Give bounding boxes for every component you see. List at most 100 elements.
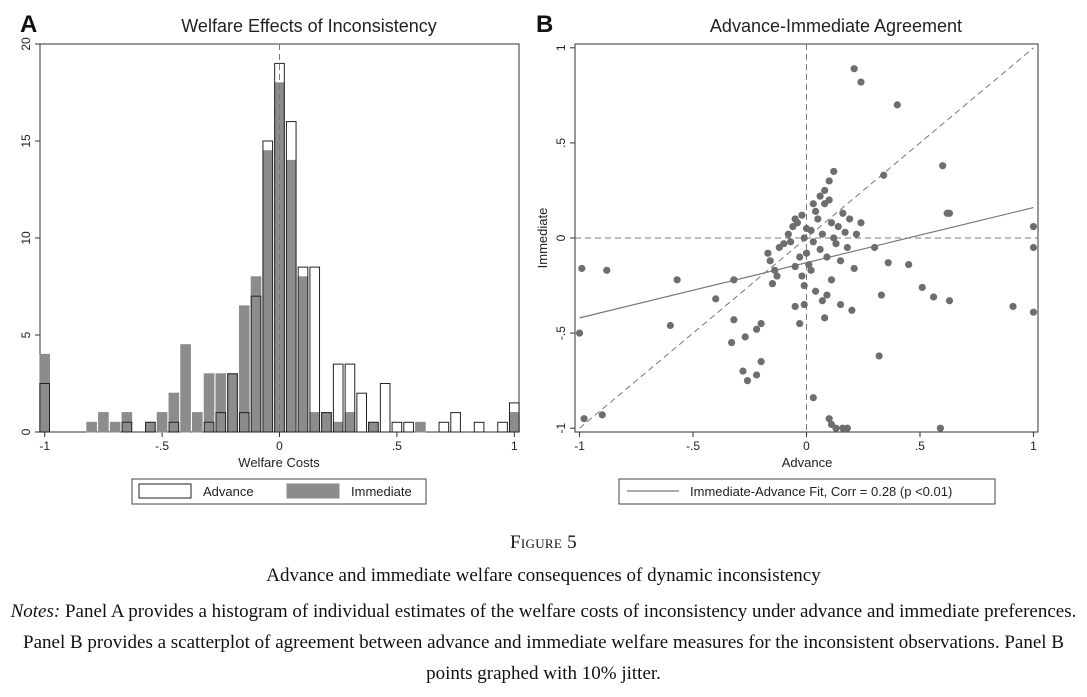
scatter-point [939, 162, 947, 170]
advance-bar [438, 421, 450, 433]
advance-bar [403, 421, 414, 433]
scatter-point [771, 266, 779, 274]
panel-a-xtick-label: -1 [39, 439, 50, 453]
immediate-bar [344, 412, 356, 433]
scatter-point [918, 283, 926, 292]
scatter-point [830, 234, 838, 242]
scatter-point [823, 291, 831, 299]
advance-bar [227, 373, 238, 433]
advance-bar [262, 140, 274, 433]
scatter-point [818, 230, 826, 238]
scatter-point [818, 297, 826, 305]
scatter-point [730, 316, 738, 324]
scatter-point [943, 209, 951, 217]
scatter-point [880, 171, 888, 179]
scatter-point [752, 325, 761, 333]
panel-a-xtick-label: .5 [392, 439, 402, 453]
scatter-point [825, 177, 833, 185]
scatter-point [811, 287, 820, 295]
advance-bar [203, 421, 215, 433]
immediate-bar [86, 421, 97, 433]
scatter-point [843, 243, 851, 252]
panel-b-xtick-label: 0 [803, 439, 810, 453]
scatter-point [728, 339, 736, 347]
scatter-point [796, 253, 804, 261]
panel-a-ytick-label: 0 [19, 428, 33, 435]
immediate-bar [156, 412, 168, 433]
scatter-point [575, 329, 584, 337]
panel-b-legend: Immediate-Advance Fit, Corr = 0.28 (p <0… [618, 478, 996, 505]
immediate-bar [98, 412, 109, 433]
advance-bar [121, 421, 133, 433]
scatter-point [832, 424, 840, 432]
notes-prefix: Notes: [10, 601, 61, 622]
scatter-point [870, 243, 879, 252]
scatter-point [875, 352, 883, 360]
scatter-point [830, 167, 838, 176]
panel-b-ytick-label: 1 [554, 44, 568, 51]
figure-label: Figure 5 [510, 532, 577, 553]
panel-b-ytick-label: 0 [554, 234, 568, 241]
scatter-point [893, 101, 901, 109]
scatter-point [798, 272, 806, 280]
scatter-point [1029, 308, 1038, 316]
scatter-point [850, 65, 858, 73]
scatter-point [578, 264, 586, 273]
panel-b-ylabel: Immediate [535, 208, 550, 269]
scatter-point [1029, 243, 1038, 252]
advance-bar [344, 363, 356, 433]
scatter-point [836, 257, 845, 265]
immediate-bar [297, 276, 309, 433]
scatter-point [811, 207, 820, 215]
scatter-point [757, 358, 765, 366]
scatter-point [798, 211, 806, 219]
scatter-point [816, 192, 824, 200]
advance-bar [321, 412, 332, 433]
scatter-point [814, 215, 822, 223]
scatter-point [850, 264, 858, 273]
scatter-point [857, 219, 865, 227]
figure-notes: Notes: Panel A provides a histogram of i… [8, 596, 1079, 689]
panel-a-ytick-label: 5 [19, 331, 33, 338]
immediate-bar [203, 373, 215, 433]
scatter-point [800, 234, 808, 242]
advance-bar [250, 295, 262, 433]
scatter-point [832, 240, 840, 248]
immediate-bar [109, 421, 121, 433]
scatter-point [905, 261, 913, 269]
advance-bar [309, 266, 321, 433]
panel-a-title: Welfare Effects of Inconsistency [181, 16, 436, 36]
scatter-point [787, 238, 795, 246]
panel-a-ytick-label: 20 [19, 37, 33, 51]
scatter-point [768, 280, 777, 288]
panel-b-title: Advance-Immediate Agreement [710, 16, 962, 36]
scatter-point [945, 297, 954, 305]
scatter-point [1029, 222, 1038, 231]
panel-a-ytick-label: 15 [19, 134, 33, 148]
immediate-bar [415, 421, 426, 433]
panel-a-ytick-label: 10 [19, 231, 33, 245]
panel-b-xtick-label: .5 [915, 439, 925, 453]
panel-b-ytick-label: .5 [554, 138, 568, 148]
scatter-point [809, 394, 817, 402]
scatter-point [598, 411, 606, 419]
immediate-bar [250, 276, 262, 433]
scatter-point [784, 230, 792, 238]
advance-bar [297, 266, 309, 433]
scatter-point [836, 300, 845, 309]
scatter-point [752, 371, 761, 379]
immediate-bar [508, 412, 520, 433]
panel-a-legend: Advance Immediate [131, 478, 427, 505]
advance-bar [285, 121, 297, 433]
scatter-point [800, 300, 808, 309]
scatter-point [825, 196, 833, 204]
scatter-point [757, 319, 765, 328]
scatter-point [827, 219, 836, 227]
advance-bar [508, 402, 520, 433]
panel-b-xlabel: Advance [782, 455, 833, 470]
scatter-point [580, 415, 588, 423]
scatter-point [839, 209, 847, 217]
panel-b-plot: -1 -.5 0 .5 1 -1 -.5 0 .5 1 [554, 43, 1039, 453]
panel-b-xtick-label: 1 [1030, 439, 1037, 453]
scatter-point [809, 200, 817, 208]
